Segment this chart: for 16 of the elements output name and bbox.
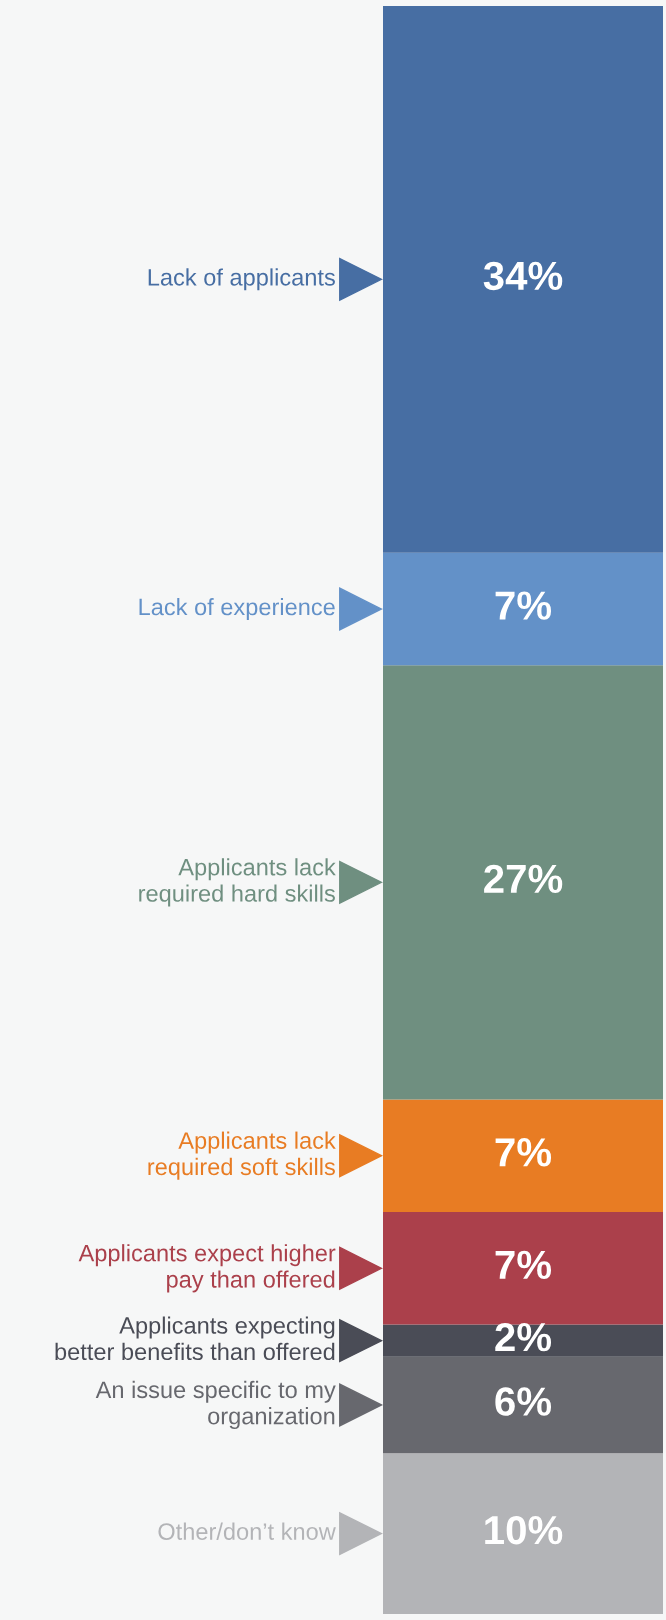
legend-label: Other/don’t know <box>158 1522 336 1540</box>
data-label: 6% <box>495 1387 552 1416</box>
data-label: 27% <box>484 864 563 894</box>
data-label: 34% <box>483 261 563 291</box>
legend-label: Applicants expecting better benefits than offered <box>55 1316 335 1361</box>
data-label: 7% <box>495 591 552 620</box>
data-label: 10% <box>485 1515 563 1545</box>
legend-label: Applicants lack required hard skills <box>139 858 336 907</box>
legend-label: An issue specific to my organization <box>95 1380 336 1430</box>
legend-label: Applicants lack required soft skills <box>148 1131 336 1180</box>
data-label: 7% <box>495 1138 552 1167</box>
data-label: 7% <box>495 1250 552 1280</box>
legend-label: Applicants expect higher pay than offered <box>78 1244 336 1293</box>
legend-label: Lack of experience <box>139 597 335 621</box>
legend-label: Lack of applicants <box>148 268 335 291</box>
data-label: 2% <box>495 1322 552 1352</box>
